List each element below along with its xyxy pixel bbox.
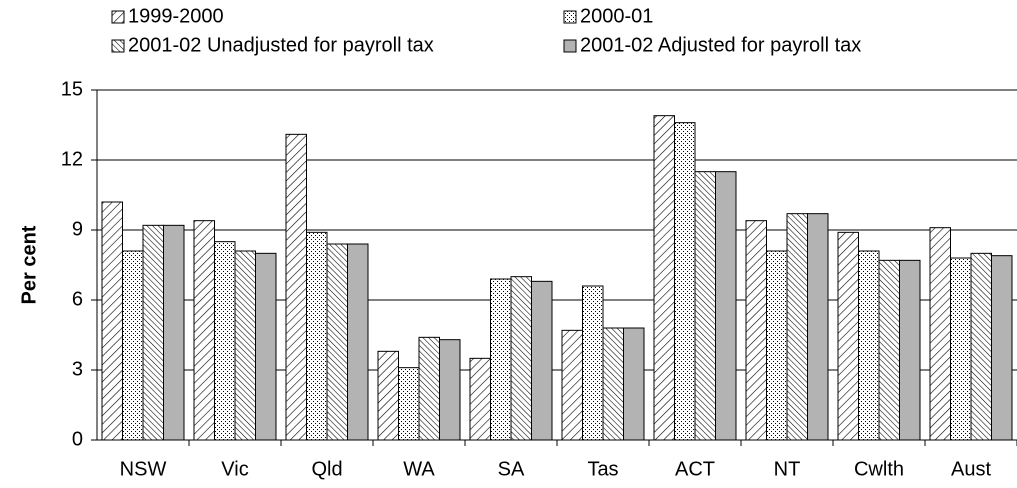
x-tick-label: SA [498,458,525,480]
bar [623,327,645,441]
legend-swatch [111,10,125,24]
bar [878,259,900,441]
bar [674,122,696,441]
legend-label: 2001-02 Adjusted for payroll tax [580,34,861,56]
bar [306,231,328,441]
bar [786,213,808,441]
y-tick-label: 12 [61,148,83,170]
x-tick-label: ACT [675,458,715,480]
legend-label: 2000-01 [580,5,653,27]
bar [745,220,767,441]
bar [490,278,512,441]
bar [950,257,972,441]
bar [510,276,532,441]
bar [326,243,348,441]
x-tick-label: NSW [120,458,167,480]
y-axis-label: Per cent [18,225,40,304]
y-tick-label: 3 [72,358,83,380]
bar [214,241,236,441]
bar [377,350,399,441]
bar [837,231,859,441]
y-tick-label: 9 [72,218,83,240]
bar [991,255,1013,441]
bar [602,327,624,441]
bar [766,250,788,441]
y-tick-label: 6 [72,288,83,310]
bar [531,280,553,441]
bar [193,220,215,441]
bar [234,250,256,441]
bar [142,224,164,441]
bar [858,250,880,441]
x-tick-label: Tas [587,458,618,480]
bar [715,171,737,441]
legend-swatch [563,10,577,24]
x-tick-label: Cwlth [854,458,904,480]
y-tick-label: 15 [61,78,83,100]
bar [347,243,369,441]
legend-swatch [111,39,125,53]
bar [807,213,829,441]
bar [899,259,921,441]
x-tick-label: Vic [221,458,248,480]
y-tick-label: 0 [72,428,83,450]
bar [439,339,461,441]
bar [469,357,491,441]
bar [561,329,583,441]
bar [122,250,144,441]
x-tick-label: NT [774,458,801,480]
legend-label: 2001-02 Unadjusted for payroll tax [128,34,434,56]
legend-swatch [563,39,577,53]
bar [694,171,716,441]
x-tick-label: WA [403,458,435,480]
bar [163,224,185,441]
bar [418,336,440,441]
bar [582,285,604,441]
x-tick-label: Aust [951,458,991,480]
bar [929,227,951,441]
bar [285,133,307,441]
legend-label: 1999-2000 [128,5,224,27]
bar [970,252,992,441]
x-tick-label: Qld [311,458,342,480]
bar [255,252,277,441]
bar [398,367,420,441]
bar [101,201,123,441]
bar [653,115,675,441]
